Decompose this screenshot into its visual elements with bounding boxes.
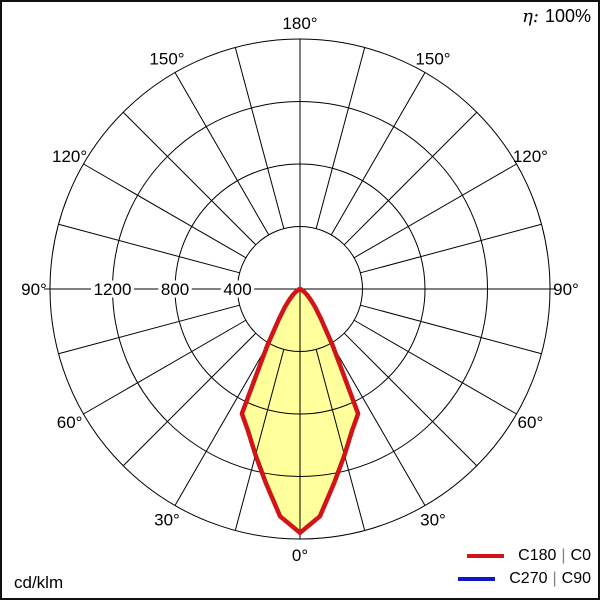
- ring-label-mask: [158, 280, 192, 298]
- angle-label: 150°: [415, 50, 450, 69]
- polar-grid-spoke: [234, 349, 285, 531]
- legend-label-c270: C270: [509, 570, 548, 587]
- angle-label: 30°: [154, 510, 180, 529]
- efficiency-value: 100%: [544, 6, 591, 26]
- legend-label-c90: C90: [561, 570, 591, 587]
- polar-grid-spoke: [174, 342, 270, 506]
- legend: C180 | C0 C270 | C90: [458, 547, 591, 588]
- ring-value-label: 1200: [94, 280, 132, 299]
- polar-grid-spoke: [83, 163, 247, 259]
- legend-row-c180-c0: C180 | C0: [467, 547, 591, 565]
- angle-label: 90°: [21, 280, 47, 299]
- polar-grid-spoke: [58, 223, 240, 274]
- legend-separator: |: [552, 570, 557, 587]
- ring-value-label: 800: [161, 280, 189, 299]
- angle-label: 60°: [57, 413, 83, 432]
- ring-value-label: 400: [223, 280, 251, 299]
- polar-grid-spoke: [58, 304, 240, 355]
- polar-grid-spoke: [315, 349, 366, 531]
- polar-grid-spoke: [83, 319, 247, 415]
- polar-grid-spoke: [353, 163, 517, 259]
- polar-grid-spoke: [174, 72, 270, 236]
- angle-label: 150°: [149, 50, 184, 69]
- legend-separator: |: [561, 547, 566, 564]
- polar-grid-spoke: [122, 111, 257, 246]
- angle-label: 120°: [513, 147, 548, 166]
- angle-label: 60°: [518, 413, 544, 432]
- polar-grid-spoke: [234, 47, 285, 229]
- polar-grid-spoke: [360, 304, 542, 355]
- legend-label-c0: C0: [570, 547, 591, 564]
- ring-label-mask: [220, 280, 255, 298]
- polar-grid-spoke: [343, 111, 478, 246]
- unit-label: cd/klm: [14, 573, 64, 592]
- angle-label: 90°: [553, 280, 579, 299]
- efficiency-readout: η: 100%: [522, 6, 591, 27]
- eta-symbol: η:: [522, 6, 539, 27]
- polar-grid-spoke: [353, 319, 517, 415]
- angle-label: 0°: [292, 546, 308, 565]
- legend-swatch-c180-c0: [467, 554, 505, 558]
- angle-label: 180°: [282, 14, 317, 33]
- legend-label-c180: C180: [518, 547, 557, 564]
- angle-label: 30°: [420, 510, 446, 529]
- polar-grid-spoke: [360, 223, 542, 274]
- polar-grid-spoke: [315, 47, 366, 229]
- polar-grid-spoke: [330, 72, 426, 236]
- legend-swatch-c270-c90: [458, 577, 496, 581]
- ring-label-mask: [91, 280, 134, 298]
- polar-grid-spoke: [330, 342, 426, 506]
- polar-grid-spoke: [122, 332, 257, 467]
- angle-label: 120°: [52, 147, 87, 166]
- c180-c0-curve: [239, 286, 361, 536]
- polar-grid-spoke: [343, 332, 478, 467]
- legend-row-c270-c90: C270 | C90: [458, 570, 591, 588]
